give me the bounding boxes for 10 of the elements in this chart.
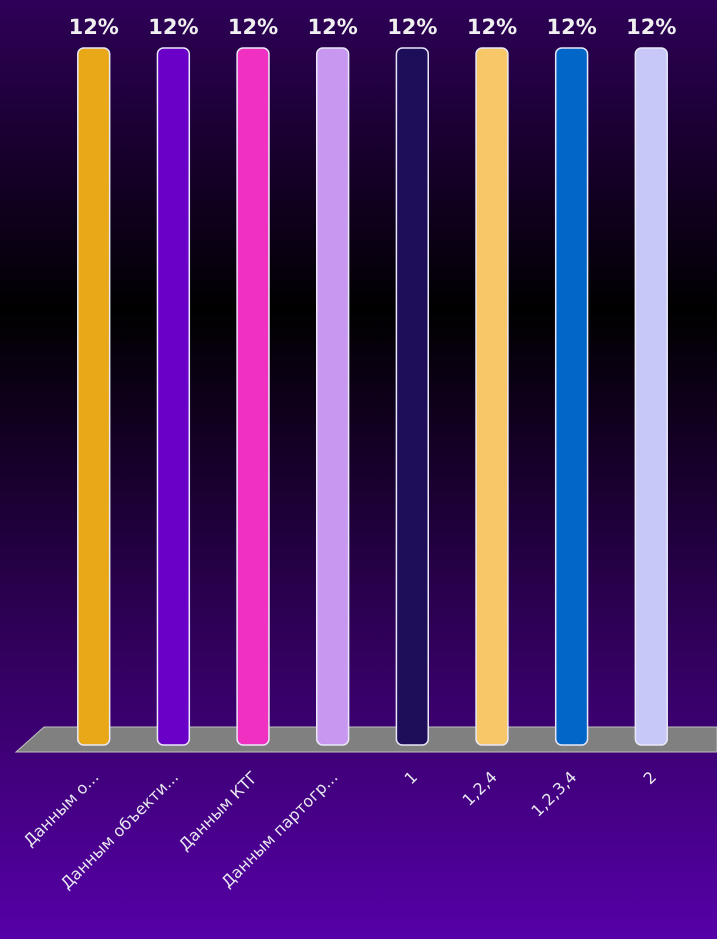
x-tick-label: 1	[400, 767, 422, 788]
data-label: 12%	[148, 15, 199, 39]
data-label: 12%	[626, 15, 676, 39]
data-label: 12%	[308, 15, 358, 39]
data-label: 12%	[228, 15, 278, 39]
data-label: 12%	[466, 15, 518, 39]
x-tick-label: 2	[639, 767, 660, 788]
data-label: 12%	[546, 15, 597, 39]
data-label: 12%	[68, 15, 119, 39]
data-label: 12%	[387, 15, 438, 39]
